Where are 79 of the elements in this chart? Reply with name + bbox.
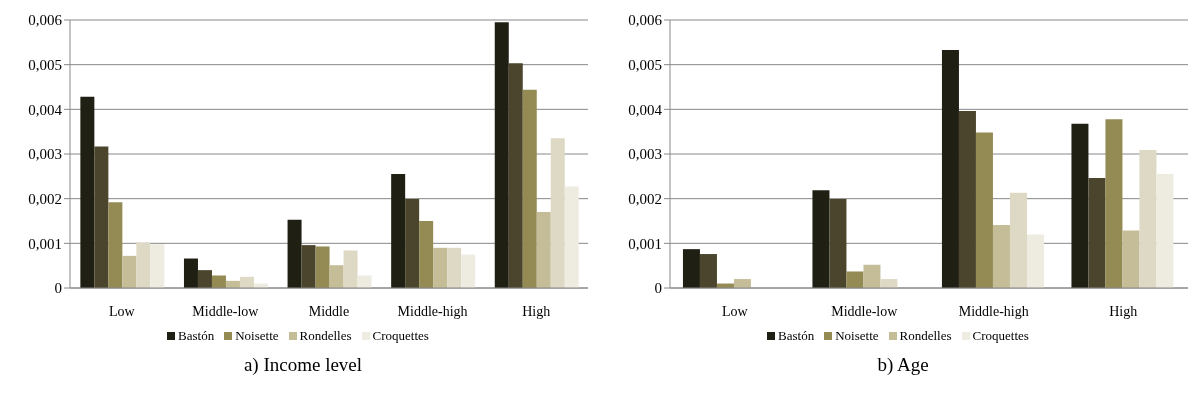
bar [1026,234,1044,288]
y-tick-label: 0,006 [628,12,663,29]
bar [405,199,420,288]
bar [494,22,509,288]
bar [239,276,254,288]
y-tick-label: 0,005 [28,56,62,73]
legend-label: Bastón [778,328,815,344]
bar [682,249,700,288]
x-tick-label: Middle-high [958,303,1029,319]
legend-label: Noisette [235,328,279,344]
legend-label: Rondelles [899,328,952,344]
bar [183,258,198,288]
y-tick-label: 0,005 [628,56,662,73]
bar [122,255,137,288]
bar [829,199,847,288]
bar [941,49,959,288]
bar [1122,230,1140,288]
x-tick-label: Middle [308,303,350,319]
bar [992,225,1010,288]
y-tick-label: 0,002 [628,190,662,207]
bar [461,254,476,288]
bar [958,111,976,288]
bar [343,250,358,288]
bar [433,247,448,288]
y-tick-label: 0,003 [628,146,662,163]
bar [863,264,881,288]
bar [550,138,565,288]
bar [419,221,434,288]
bar [508,63,523,288]
legend-label: Rondelles [299,328,352,344]
bar [699,254,717,288]
bar [80,96,95,288]
y-tick-label: 0,003 [28,146,62,163]
y-tick-label: 0,001 [28,235,62,252]
bar [1071,123,1089,288]
bar [1156,174,1174,288]
x-tick-label: Middle-low [831,303,899,319]
bar [1009,192,1027,288]
bar [150,244,165,288]
bar [108,202,123,288]
bar [197,270,212,288]
y-tick-label: 0 [654,280,662,297]
x-tick-label: Low [721,303,749,319]
bar [329,265,344,288]
bar [1105,119,1123,288]
bar [136,242,151,288]
legend-label: Croquettes [372,328,429,344]
bar [357,275,372,288]
text: b) Age [876,354,930,376]
bar [1139,149,1157,288]
text: a) Income level [242,354,364,376]
legend-label: Noisette [835,328,879,344]
x-tick-label: Middle-low [192,303,260,319]
bar [975,132,993,288]
y-tick-label: 0,004 [28,101,63,118]
y-tick-label: 0 [54,280,62,297]
bar [447,247,462,288]
bar [536,212,551,288]
y-tick-label: 0,001 [628,235,662,252]
y-tick-label: 0,006 [28,12,63,29]
legend-label: Croquettes [972,328,1029,344]
bar [812,190,830,288]
bar [522,89,537,288]
x-tick-label: High [522,303,551,319]
y-tick-label: 0,002 [28,190,62,207]
bar [301,245,316,288]
bar [315,246,330,288]
bar [94,146,109,288]
y-tick-label: 0,004 [628,101,663,118]
bar [391,174,406,288]
bar [846,271,864,288]
x-tick-label: Middle-high [397,303,468,319]
bar [1088,178,1106,288]
bar [211,275,226,288]
bar [287,219,302,288]
x-tick-label: High [1109,303,1138,319]
bar [564,186,579,288]
legend-label: Bastón [178,328,215,344]
x-tick-label: Low [108,303,136,319]
